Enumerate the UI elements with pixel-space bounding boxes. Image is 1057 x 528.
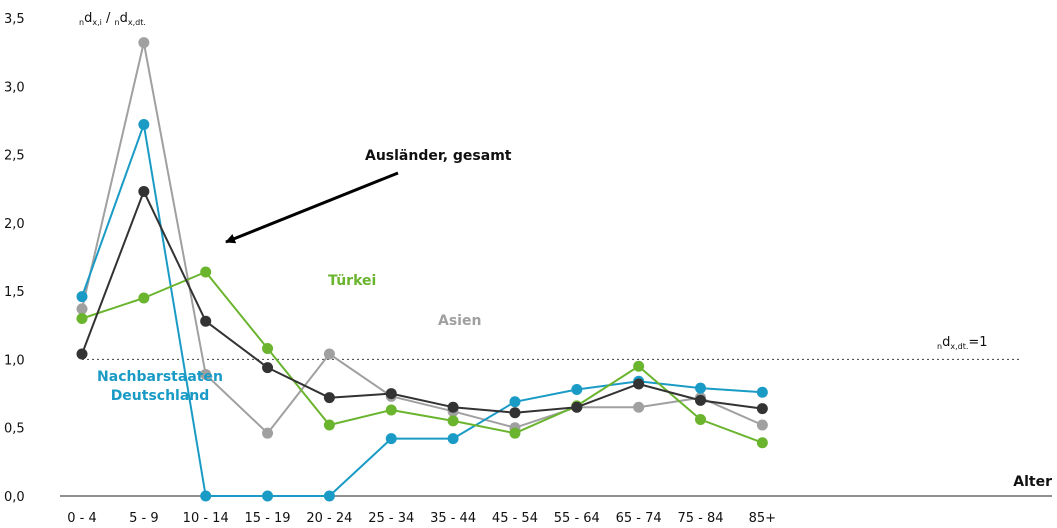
data-point-gesamt <box>200 315 212 327</box>
data-point-asien <box>138 37 150 49</box>
data-point-tuerkei <box>138 292 150 304</box>
data-point-asien <box>200 368 212 380</box>
data-point-gesamt <box>385 388 397 400</box>
series-line-gesamt <box>81 190 763 414</box>
x-tick-labels: 0 - 4 5 - 9 10 - 14 15 - 19 20 - 24 25 - 34 35… <box>67 511 776 526</box>
data-point-tuerkei <box>633 360 645 372</box>
x-tick-label: 85+ <box>749 511 776 526</box>
data-point-tuerkei <box>200 266 212 278</box>
data-point-nachbar <box>571 383 583 395</box>
series-line-asien <box>81 41 763 435</box>
data-point-tuerkei <box>447 415 459 427</box>
x-tick-label: 45 - 54 <box>492 511 538 526</box>
data-point-nachbar <box>138 119 150 131</box>
data-point-gesamt <box>262 362 274 374</box>
x-tick-label: 75 - 84 <box>677 511 723 526</box>
data-point-tuerkei <box>262 343 274 355</box>
x-tick-label: 25 - 34 <box>368 511 414 526</box>
data-point-asien <box>633 401 645 413</box>
data-point-tuerkei <box>323 419 335 431</box>
data-point-gesamt <box>323 392 335 404</box>
x-tick-label: 55 - 64 <box>554 511 600 526</box>
data-point-nachbar <box>447 433 459 445</box>
y-tick-labels: 0,0 0,5 1,0 1,5 2,0 2,5 3,0 3,5 <box>4 12 25 505</box>
data-point-asien <box>262 427 274 439</box>
x-tick-label: 10 - 14 <box>183 511 229 526</box>
series-line-tuerkei <box>81 271 763 444</box>
x-tick-label: 15 - 19 <box>245 511 291 526</box>
data-point-gesamt <box>509 407 521 419</box>
data-point-tuerkei <box>756 437 768 449</box>
data-point-asien <box>323 348 335 360</box>
series-label-tuerkei: Türkei <box>328 273 376 289</box>
data-point-tuerkei <box>385 404 397 416</box>
reference-line-label: ndx,dt.=1 <box>937 335 988 351</box>
data-point-nachbar <box>76 291 88 303</box>
data-point-nachbar <box>385 433 397 445</box>
data-point-gesamt <box>138 185 150 197</box>
data-point-tuerkei <box>695 414 706 426</box>
y-tick-label: 3,0 <box>4 80 25 95</box>
x-tick-label: 0 - 4 <box>67 511 97 526</box>
x-tick-label: 65 - 74 <box>616 511 662 526</box>
series-label-asien: Asien <box>438 313 481 329</box>
data-point-gesamt <box>76 348 88 360</box>
data-point-gesamt <box>756 403 768 415</box>
data-point-tuerkei <box>509 427 521 439</box>
y-tick-label: 2,0 <box>4 217 25 232</box>
series-layer <box>76 37 768 502</box>
data-point-asien <box>756 419 768 431</box>
y-tick-label: 2,5 <box>4 149 25 164</box>
data-point-gesamt <box>695 394 706 406</box>
data-point-gesamt <box>447 401 459 413</box>
data-point-nachbar <box>200 490 212 502</box>
y-tick-label: 3,5 <box>4 12 25 27</box>
data-point-nachbar <box>323 490 335 502</box>
y-axis-title: ndx,i / ndx,dt. <box>79 11 146 27</box>
series-line-nachbar <box>81 123 763 497</box>
data-point-nachbar <box>695 382 706 394</box>
x-tick-label: 20 - 24 <box>306 511 352 526</box>
x-tick-label: 5 - 9 <box>129 511 159 526</box>
data-point-gesamt <box>633 378 645 390</box>
series-label-nachbarstaaten: Nachbarstaaten <box>97 369 223 385</box>
data-point-asien <box>76 303 88 315</box>
data-point-nachbar <box>262 490 274 502</box>
annotation-arrow <box>225 171 399 244</box>
y-tick-label: 1,5 <box>4 285 25 300</box>
data-point-tuerkei <box>76 312 88 324</box>
series-label-deutschland: Deutschland <box>111 388 210 404</box>
annotation-auslaender-gesamt: Ausländer, gesamt <box>365 148 512 164</box>
x-tick-label: 35 - 44 <box>430 511 476 526</box>
data-point-gesamt <box>571 401 583 413</box>
data-point-nachbar <box>756 386 768 398</box>
y-tick-label: 0,5 <box>4 422 25 437</box>
data-point-nachbar <box>509 396 521 408</box>
x-axis-title: Alter <box>1013 474 1052 490</box>
y-tick-label: 0,0 <box>4 490 25 505</box>
y-tick-label: 1,0 <box>4 353 25 368</box>
